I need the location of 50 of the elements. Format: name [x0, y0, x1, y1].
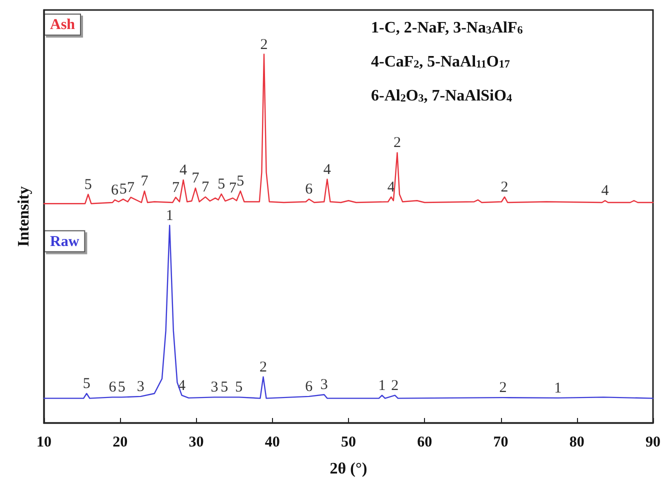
- annotation: 3: [136, 378, 144, 395]
- annotation: 7: [140, 174, 149, 190]
- annotation: 7: [192, 170, 200, 187]
- text: 1-C, 2-NaF, 3-Na3AlF6: [371, 20, 524, 36]
- annotation: 7: [202, 179, 210, 196]
- annotation: 5: [235, 380, 243, 396]
- annotation: 5: [236, 174, 244, 190]
- x-tick-label: 50: [341, 434, 356, 450]
- x-tick-label: 40: [264, 434, 280, 450]
- annotation: 1: [378, 378, 386, 394]
- annotation: 7: [127, 180, 136, 196]
- x-axis-title: 2θ (°): [330, 460, 368, 478]
- annotation: 7: [172, 180, 180, 196]
- annotation: 2: [393, 135, 401, 152]
- annotation: 2: [260, 36, 268, 53]
- x-tick-label: 80: [569, 434, 584, 450]
- annotation: 2: [391, 378, 399, 394]
- annotation: 4: [387, 179, 396, 196]
- annotation: 5: [220, 380, 228, 396]
- annotation: 4: [323, 162, 332, 178]
- annotation: 5: [119, 182, 127, 198]
- annotation: 4: [180, 162, 188, 178]
- x-tick-label: 70: [493, 434, 508, 450]
- annotation: 5: [84, 176, 92, 193]
- text: Ash: [50, 17, 76, 34]
- x-tick-label: 20: [112, 434, 128, 450]
- y-axis-title: Intensity: [16, 186, 32, 247]
- text: Raw: [50, 234, 80, 250]
- x-tick-label: 30: [188, 434, 204, 450]
- annotation: 4: [601, 183, 610, 200]
- annotation: 5: [118, 380, 126, 396]
- annotation: 6: [305, 378, 314, 395]
- annotation: 4-CaF2, 5-NaAl11O17: [371, 54, 510, 70]
- x-tick-label: 60: [417, 434, 432, 450]
- annotation: 6: [111, 182, 120, 198]
- annotation: 7: [229, 180, 238, 197]
- annotation: 1: [166, 208, 174, 224]
- annotation: 6: [108, 380, 117, 396]
- annotation: 3: [210, 380, 218, 396]
- annotation: 3: [320, 377, 328, 394]
- annotation: 2: [499, 380, 507, 396]
- annotation: 2: [259, 359, 267, 376]
- annotation: 6-Al2O3, 7-NaAlSiO4: [371, 88, 512, 104]
- annotation: 6: [305, 182, 314, 198]
- annotation: 1: [554, 380, 562, 396]
- annotation: 2: [500, 179, 508, 196]
- annotation: 5: [82, 376, 90, 392]
- annotation: 5: [218, 176, 226, 193]
- x-tick-label: 90: [646, 434, 660, 450]
- x-tick-label: 10: [36, 434, 52, 450]
